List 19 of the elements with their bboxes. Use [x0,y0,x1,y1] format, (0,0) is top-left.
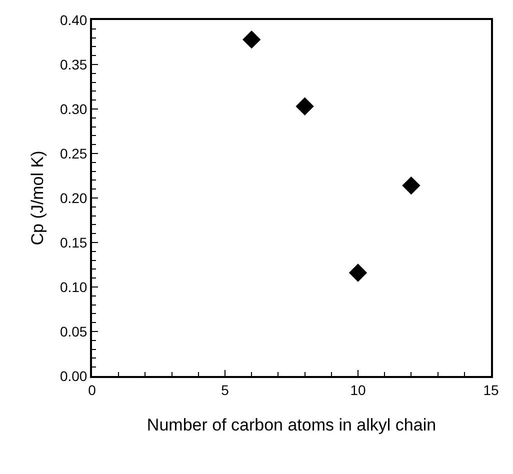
point [348,264,368,282]
y-tick-label: 0.35 [60,56,88,72]
point [242,30,261,49]
point [296,97,314,116]
y-tick-label: 0.15 [60,234,88,250]
y-axis-title: Cp (J/mol K) [28,150,47,246]
x-axis-title: Number of carbon atoms in alkyl chain [146,416,436,435]
y-tick-label: 0.00 [60,368,88,384]
y-tick-label: 0.30 [60,100,88,117]
y-tick-label: 0.05 [60,323,88,340]
x-tick-label: 5 [221,382,230,398]
y-tick-label: 0.20 [60,190,88,206]
x-tick-label: 15 [483,382,499,398]
y-tick-label: 0.40 [60,12,88,28]
point [402,176,420,195]
x-tick-label: 10 [350,382,366,398]
x-tick-label: 0 [88,382,96,398]
y-tick-label: 0.10 [60,278,88,295]
y-tick-label: 0.25 [60,145,88,162]
